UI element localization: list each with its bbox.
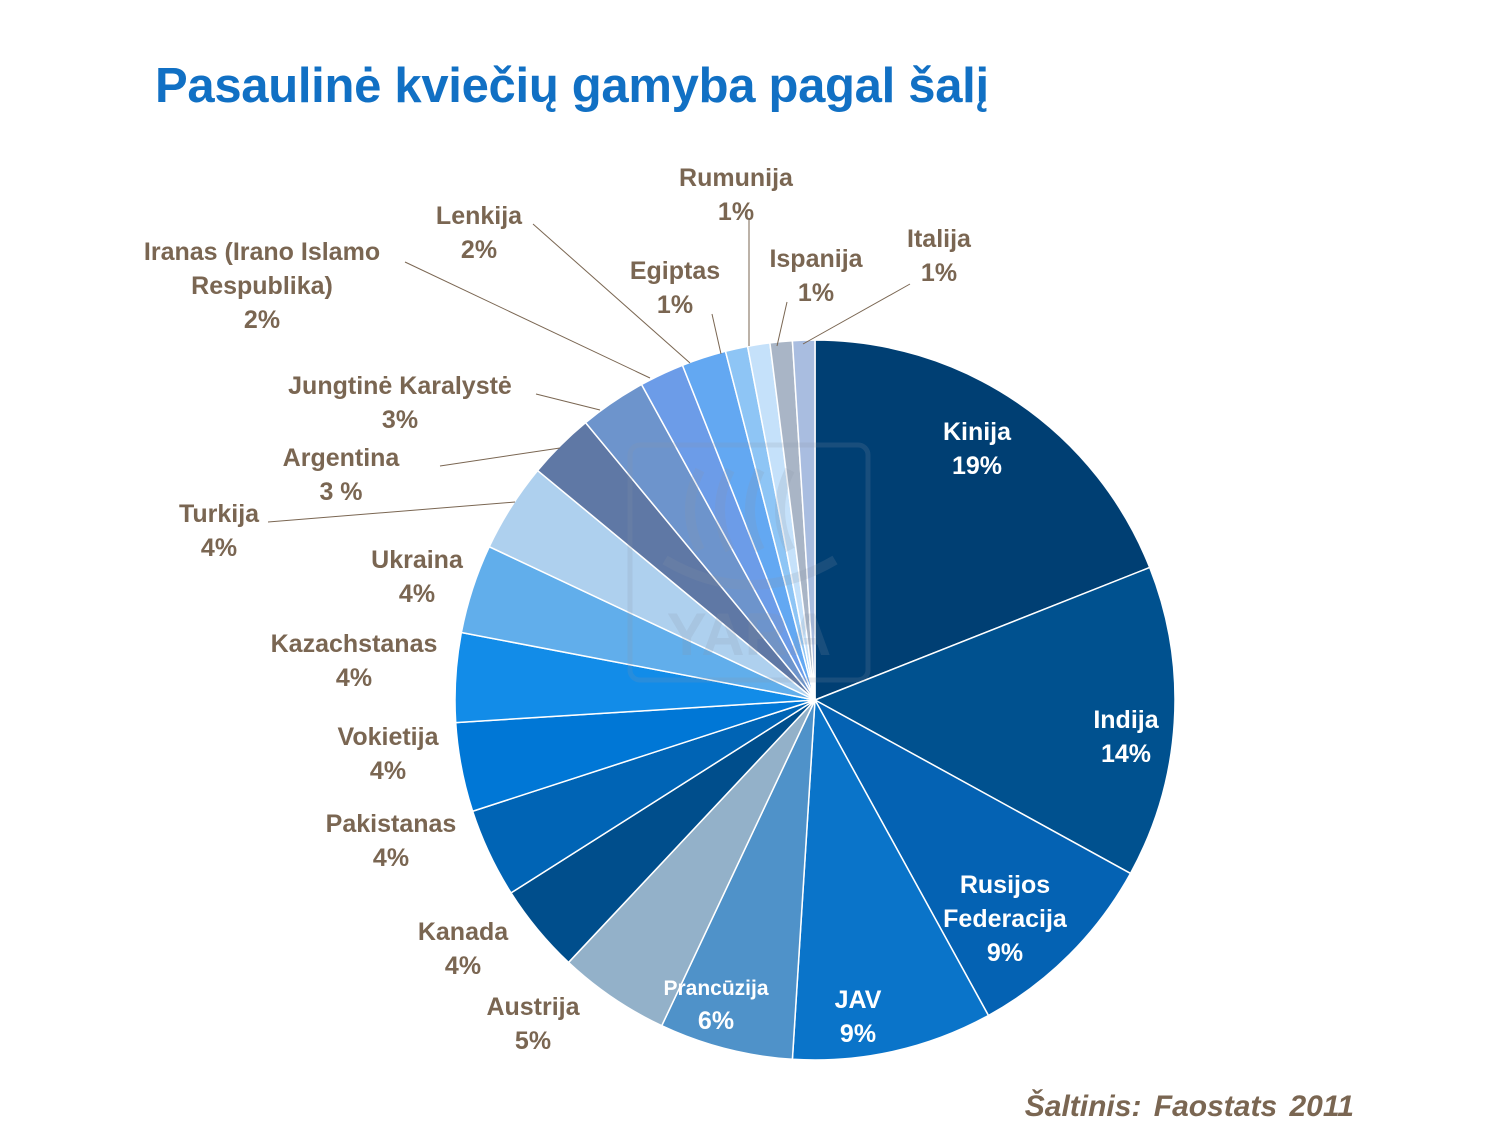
slice-value: 4% bbox=[201, 534, 237, 562]
leader-line-12 bbox=[267, 501, 516, 523]
slice-label-11: Ukraina 4% bbox=[371, 546, 464, 608]
slice-value: 1% bbox=[921, 259, 957, 287]
slice-name: Vokietija bbox=[338, 723, 440, 751]
slice-label-12: Turkija 4% bbox=[179, 500, 260, 562]
slice-name: Kazachstanas bbox=[271, 630, 438, 658]
slice-name: Ispanija bbox=[769, 245, 863, 273]
slice-labels: Kinija 19%Indija 14%Rusijos Federacija 9%JAV… bbox=[144, 164, 1160, 1055]
slice-value: 4% bbox=[399, 580, 435, 608]
leader-line-13 bbox=[439, 447, 561, 467]
pie-slice-2 bbox=[813, 566, 1176, 875]
slice-label-20: Italija 1% bbox=[907, 225, 972, 287]
slice-name: Turkija bbox=[179, 500, 260, 528]
slice-name: Italija bbox=[907, 225, 972, 253]
leader-line-15 bbox=[404, 261, 651, 379]
slice-label-4: JAV 9% bbox=[835, 986, 882, 1048]
slice-name: Kinija bbox=[943, 418, 1012, 446]
slice-label-19: Ispanija 1% bbox=[769, 245, 863, 307]
slice-label-7: Kanada 4% bbox=[418, 918, 509, 980]
pie-slice-5 bbox=[660, 699, 816, 1061]
slice-label-14: Jungtinė Karalystė 3% bbox=[288, 372, 512, 434]
leader-line-19 bbox=[776, 301, 788, 347]
slice-label-6: Austrija 5% bbox=[486, 993, 580, 1055]
slice-value: 2% bbox=[244, 306, 280, 334]
slice-label-15: Iranas (Irano Islamo Respublika) 2% bbox=[144, 238, 380, 334]
slice-value: 4% bbox=[336, 664, 372, 692]
slice-value: 19% bbox=[952, 452, 1002, 480]
slice-value: 9% bbox=[840, 1020, 876, 1048]
slice-value: 1% bbox=[657, 291, 693, 319]
pie-slice-4 bbox=[791, 697, 990, 1061]
slice-value: 6% bbox=[698, 1007, 734, 1035]
slice-name: Indija bbox=[1093, 706, 1159, 734]
slice-name: JAV bbox=[835, 986, 882, 1014]
watermark-viking-ship-icon bbox=[662, 467, 838, 590]
pie-slice-20 bbox=[791, 339, 816, 701]
leader-line-20 bbox=[802, 283, 911, 345]
slice-label-18: Rumunija 1% bbox=[679, 164, 794, 226]
slice-name: Jungtinė Karalystė bbox=[288, 372, 512, 400]
pie-slices bbox=[454, 339, 1176, 1061]
slice-name: Prancūzija bbox=[663, 977, 768, 1000]
slice-label-3: Rusijos Federacija 9% bbox=[943, 871, 1068, 967]
slice-label-9: Vokietija 4% bbox=[338, 723, 440, 785]
slice-value: 9% bbox=[987, 939, 1023, 967]
slice-name: Iranas (Irano Islamo bbox=[144, 238, 380, 266]
slice-name: Kanada bbox=[418, 918, 509, 946]
slice-name: Austrija bbox=[486, 993, 580, 1021]
slice-label-1: Kinija 19% bbox=[943, 418, 1012, 480]
slice-label-10: Kazachstanas 4% bbox=[271, 630, 438, 692]
slice-value: 4% bbox=[445, 952, 481, 980]
slice-value: 4% bbox=[373, 844, 409, 872]
slice-label-17: Egiptas 1% bbox=[630, 257, 720, 319]
slice-name: Rumunija bbox=[679, 164, 794, 192]
slice-label-16: Lenkija 2% bbox=[436, 202, 523, 264]
source-note: Šaltinis: Faostats 2011 bbox=[1024, 1090, 1354, 1123]
slice-name: Egiptas bbox=[630, 257, 720, 285]
pie-slice-1 bbox=[814, 339, 1151, 702]
slice-value: 3 % bbox=[319, 478, 362, 506]
leader-line-16 bbox=[532, 223, 691, 364]
slice-label-2: Indija 14% bbox=[1093, 706, 1159, 768]
pie-slice-3 bbox=[813, 698, 1132, 1017]
slice-name: Argentina bbox=[283, 444, 401, 472]
slice-value: 5% bbox=[515, 1027, 551, 1055]
slice-name: Rusijos bbox=[960, 871, 1050, 899]
slice-value: 2% bbox=[461, 236, 497, 264]
slice-value: 3% bbox=[382, 406, 418, 434]
leader-lines bbox=[267, 220, 911, 523]
slice-value: 1% bbox=[798, 279, 834, 307]
leader-line-17 bbox=[711, 313, 722, 355]
slice-value: 4% bbox=[370, 757, 406, 785]
slice-label-13: Argentina 3 % bbox=[283, 444, 401, 506]
watermark-frame bbox=[627, 442, 871, 683]
chart-title: Pasaulinė kviečių gamyba pagal šalį bbox=[155, 59, 989, 113]
watermark-text: YARA bbox=[667, 601, 832, 668]
slice-name: Federacija bbox=[943, 905, 1068, 933]
leader-line-14 bbox=[535, 393, 601, 411]
slice-value: 14% bbox=[1101, 740, 1151, 768]
slice-name: Respublika) bbox=[191, 272, 333, 300]
slice-name: Pakistanas bbox=[326, 810, 457, 838]
slice-label-5: Prancūzija 6% bbox=[663, 977, 768, 1035]
watermark-logo: YARA bbox=[627, 442, 871, 683]
slice-name: Lenkija bbox=[436, 202, 523, 230]
slice-name: Ukraina bbox=[371, 546, 464, 574]
slice-label-8: Pakistanas 4% bbox=[326, 810, 457, 872]
slice-value: 1% bbox=[718, 198, 754, 226]
